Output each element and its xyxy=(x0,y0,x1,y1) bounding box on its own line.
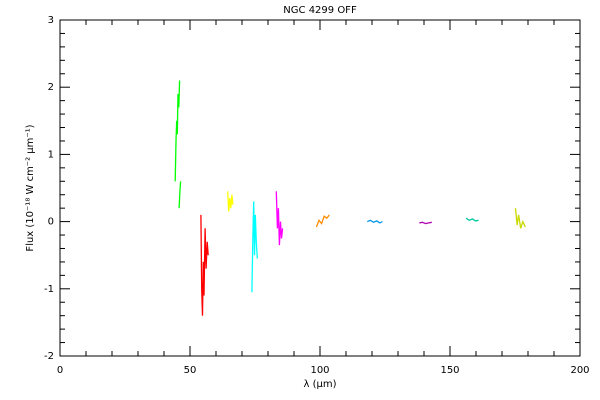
x-tick-label: 0 xyxy=(57,365,63,376)
x-tick-label: 50 xyxy=(184,365,197,376)
data-line xyxy=(275,191,284,246)
data-line xyxy=(465,217,479,222)
data-line xyxy=(514,208,526,229)
data-line xyxy=(251,201,258,293)
y-tick-label: 1 xyxy=(48,149,54,160)
x-tick-label: 150 xyxy=(440,365,459,376)
data-line xyxy=(227,191,234,212)
data-line xyxy=(367,219,383,224)
chart-title: NGC 4299 OFF xyxy=(283,5,357,16)
data-line xyxy=(315,214,330,228)
x-tick-label: 200 xyxy=(570,365,589,376)
data-line xyxy=(200,214,209,316)
data-line xyxy=(419,221,432,225)
y-tick-label: -1 xyxy=(44,284,54,295)
y-tick-label: 0 xyxy=(48,217,54,228)
plot-frame xyxy=(59,19,581,357)
y-tick-label: 2 xyxy=(48,82,54,93)
y-axis-label: Flux (10⁻¹⁸ W cm⁻² μm⁻¹) xyxy=(25,124,36,251)
data-line xyxy=(174,80,182,209)
y-tick-label: -2 xyxy=(44,351,54,362)
y-tick-label: 3 xyxy=(48,15,54,26)
x-axis-label: λ (μm) xyxy=(303,379,336,390)
x-tick-label: 100 xyxy=(310,365,329,376)
